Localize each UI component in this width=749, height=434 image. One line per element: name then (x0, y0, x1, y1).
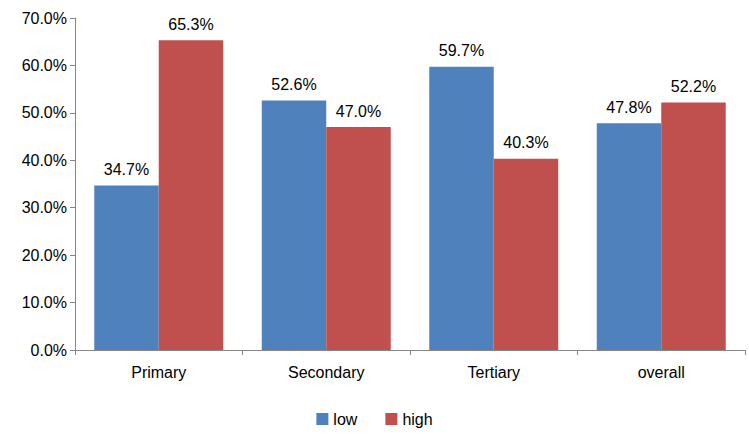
svg-text:34.7%: 34.7% (104, 161, 149, 178)
svg-text:47.0%: 47.0% (336, 103, 381, 120)
svg-text:65.3%: 65.3% (168, 16, 213, 33)
svg-text:0.0%: 0.0% (31, 342, 67, 359)
svg-text:high: high (402, 411, 432, 428)
svg-text:overall: overall (638, 364, 685, 381)
svg-text:20.0%: 20.0% (22, 247, 67, 264)
svg-text:47.8%: 47.8% (606, 99, 651, 116)
svg-text:low: low (333, 411, 357, 428)
svg-text:Tertiary: Tertiary (468, 364, 520, 381)
svg-text:59.7%: 59.7% (439, 42, 484, 59)
svg-text:70.0%: 70.0% (22, 10, 67, 27)
svg-text:30.0%: 30.0% (22, 199, 67, 216)
svg-text:40.0%: 40.0% (22, 152, 67, 169)
svg-text:52.6%: 52.6% (271, 76, 316, 93)
svg-text:52.2%: 52.2% (671, 78, 716, 95)
svg-text:50.0%: 50.0% (22, 104, 67, 121)
svg-text:Secondary: Secondary (288, 364, 365, 381)
svg-text:40.3%: 40.3% (503, 134, 548, 151)
svg-text:60.0%: 60.0% (22, 57, 67, 74)
svg-text:Primary: Primary (131, 364, 186, 381)
svg-text:10.0%: 10.0% (22, 294, 67, 311)
